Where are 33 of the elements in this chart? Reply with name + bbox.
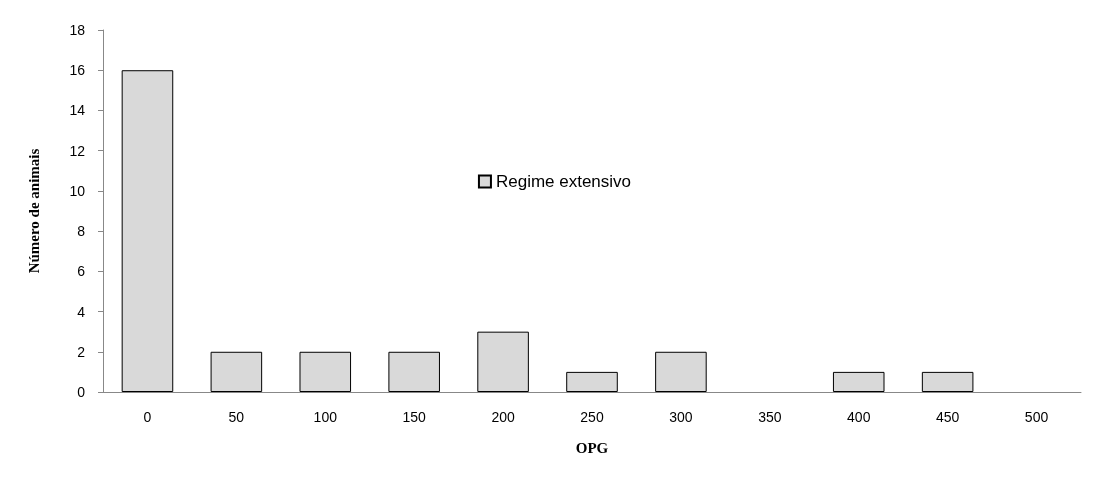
x-tick-label: 250 [580,409,604,425]
y-axis-title: Número de animais [25,148,42,274]
x-tick-label: 50 [228,409,245,425]
y-tick-label: 14 [69,102,86,119]
y-tick-label: 18 [69,22,86,38]
x-tick-label: 0 [143,409,152,425]
x-tick-label: 100 [313,409,338,425]
y-tick-label: 12 [69,142,86,159]
bar [921,371,974,392]
y-tick-label: 6 [77,263,86,280]
x-tick-label: 300 [669,409,693,425]
x-tick-label: 500 [1024,409,1049,425]
bar [832,371,885,392]
x-axis-title: OPG [575,439,609,456]
bar [388,351,440,392]
bar [477,331,529,392]
y-tick-label: 0 [77,384,86,400]
bar [121,70,174,392]
y-tick-label: 8 [77,223,86,240]
y-tick-label: 2 [77,343,86,360]
bar [299,351,352,392]
x-tick-label: 150 [402,409,427,425]
x-tick-label: 350 [758,409,782,425]
y-tick-label: 4 [77,303,86,320]
bar [566,371,618,392]
y-tick-label: 16 [69,62,86,79]
x-tick-label: 450 [935,409,960,425]
x-tick-label: 200 [491,409,515,425]
bar [655,351,707,392]
legend-label: Regime extensivo [495,172,632,191]
y-tick-label: 10 [69,182,86,199]
bar [210,351,263,392]
x-tick-label: 400 [847,409,871,425]
